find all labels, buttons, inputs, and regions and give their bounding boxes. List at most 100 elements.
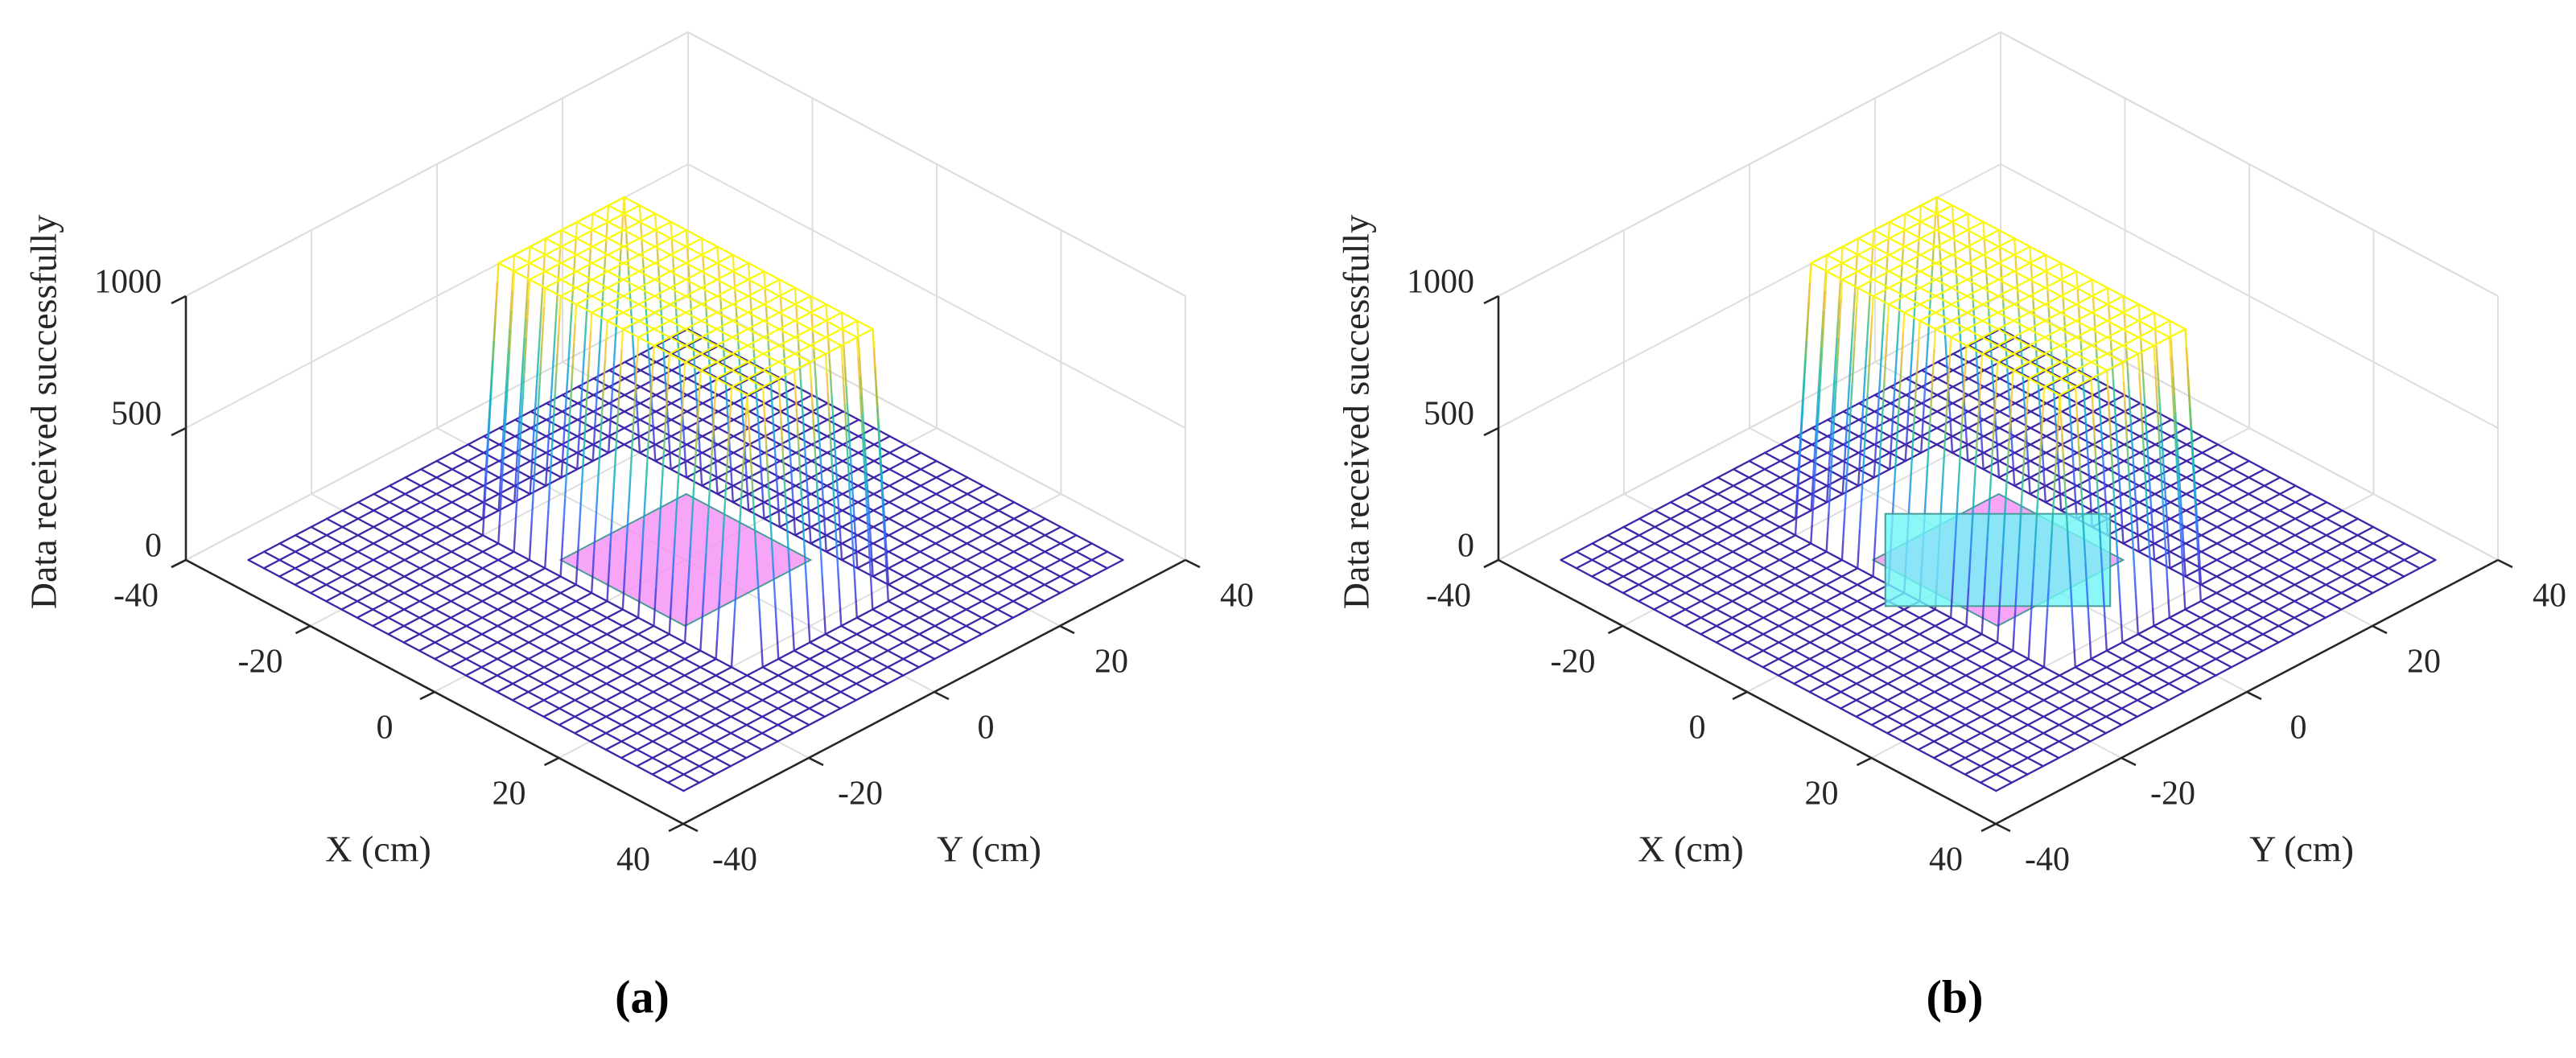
mesh-edge: [497, 591, 515, 603]
mesh-edge: [777, 682, 795, 694]
mesh-edge: [762, 319, 781, 331]
mesh-edge: [918, 608, 937, 619]
mesh-edge-part: [1984, 556, 1988, 576]
mesh-edge: [1747, 525, 1766, 537]
mesh-edge: [666, 781, 685, 792]
mesh-edge-part: [538, 311, 542, 330]
mesh-edge: [1964, 707, 1983, 718]
mesh-edge: [1059, 525, 1078, 537]
mesh-edge: [247, 550, 266, 562]
mesh-edge: [2090, 327, 2108, 339]
mesh-edge: [1826, 468, 1844, 479]
mesh-edge: [745, 682, 764, 694]
mesh-edge: [1981, 286, 2000, 298]
mesh-edge-part: [2112, 379, 2116, 398]
mesh-edge: [2230, 657, 2248, 669]
mesh-edge: [1825, 270, 1844, 281]
mesh-edge: [824, 657, 843, 669]
mesh-edge: [793, 327, 812, 339]
mesh-edge: [620, 748, 638, 760]
mesh-edge-part: [1895, 429, 1899, 449]
mesh-edge: [1887, 633, 1905, 644]
mesh-edge: [1700, 616, 1718, 628]
y-axis-label: Y (cm): [2249, 829, 2354, 870]
mesh-edge: [2013, 418, 2032, 430]
mesh-edge: [2059, 294, 2078, 306]
mesh-edge: [1824, 591, 1843, 603]
mesh-edge-part: [2025, 397, 2029, 418]
mesh-edge: [1902, 624, 1921, 636]
mesh-edge: [745, 732, 764, 743]
mesh-edge: [561, 385, 579, 397]
mesh-edge: [700, 245, 719, 256]
mesh-edge: [1873, 451, 1891, 463]
mesh-edge: [638, 212, 657, 223]
mesh-edge: [1935, 220, 1953, 232]
mesh-edge: [981, 525, 999, 537]
mesh-edge: [2012, 352, 2030, 364]
mesh-edge: [1809, 550, 1828, 562]
z-axis-label: Data received successfully: [1336, 215, 1377, 609]
mesh-edge: [2152, 666, 2170, 677]
mesh-edge: [2153, 616, 2171, 628]
mesh-edge: [685, 228, 703, 240]
mesh-edge: [653, 303, 671, 314]
mesh-edge: [434, 591, 452, 603]
mesh-edge: [2215, 542, 2234, 553]
mesh-edge: [1763, 492, 1782, 504]
mesh-edge-part: [1811, 484, 1816, 505]
mesh-edge: [607, 270, 624, 281]
mesh-edge-part: [509, 310, 513, 330]
mesh-edge: [1638, 558, 1656, 570]
mesh-edge: [2042, 732, 2060, 743]
mesh-edge-part: [2117, 470, 2121, 489]
mesh-edge: [1840, 682, 1858, 694]
mesh-edge: [590, 591, 608, 603]
mesh-edge: [653, 311, 671, 322]
mesh-edge: [2199, 674, 2217, 685]
mesh-edge: [2278, 517, 2297, 529]
mesh-edge: [917, 641, 936, 652]
mesh-edge-part: [666, 373, 670, 393]
mesh-edge: [2075, 501, 2094, 512]
mesh-edge-part: [705, 533, 708, 554]
mesh-edge: [1668, 608, 1687, 619]
mesh-edge: [2013, 426, 2032, 438]
mesh-edge: [872, 328, 890, 602]
mesh-edge: [2137, 336, 2155, 347]
mesh-edge: [403, 542, 422, 553]
mesh-edge: [903, 525, 921, 537]
mesh-edge: [1622, 534, 1641, 545]
mesh-edge-part: [575, 565, 579, 585]
mesh-edge: [606, 303, 624, 314]
mesh-edge: [1668, 583, 1687, 595]
mesh-edge-part: [596, 369, 600, 389]
mesh-edge: [748, 360, 767, 372]
mesh-edge: [1808, 641, 1827, 652]
mesh-edge: [558, 608, 577, 619]
mesh-edge: [824, 649, 843, 661]
mesh-edge: [855, 319, 874, 331]
mesh-edge-part: [844, 423, 848, 443]
y-tick-label: 40: [2533, 578, 2566, 615]
mesh-edge: [1935, 196, 1954, 207]
mesh-edge: [714, 723, 732, 735]
mesh-edge: [637, 666, 655, 677]
mesh-edge: [624, 360, 642, 372]
mesh-edge: [1996, 690, 2014, 702]
mesh-edge: [1794, 583, 1811, 595]
mesh-edge: [1919, 294, 1937, 306]
mesh-edge-part: [1832, 374, 1836, 393]
mesh-edge: [764, 385, 782, 397]
mesh-edge: [435, 459, 454, 471]
mesh-edge: [840, 558, 859, 570]
mesh-edge: [1746, 583, 1765, 595]
mesh-edge: [1964, 773, 1982, 784]
mesh-edge: [887, 567, 905, 578]
mesh-edge-part: [801, 506, 805, 526]
grid-line: [1498, 295, 2001, 561]
mesh-edge-part: [1932, 233, 1935, 253]
mesh-edge: [371, 624, 389, 636]
mesh-edge: [731, 311, 749, 322]
mesh-edge: [839, 674, 858, 685]
